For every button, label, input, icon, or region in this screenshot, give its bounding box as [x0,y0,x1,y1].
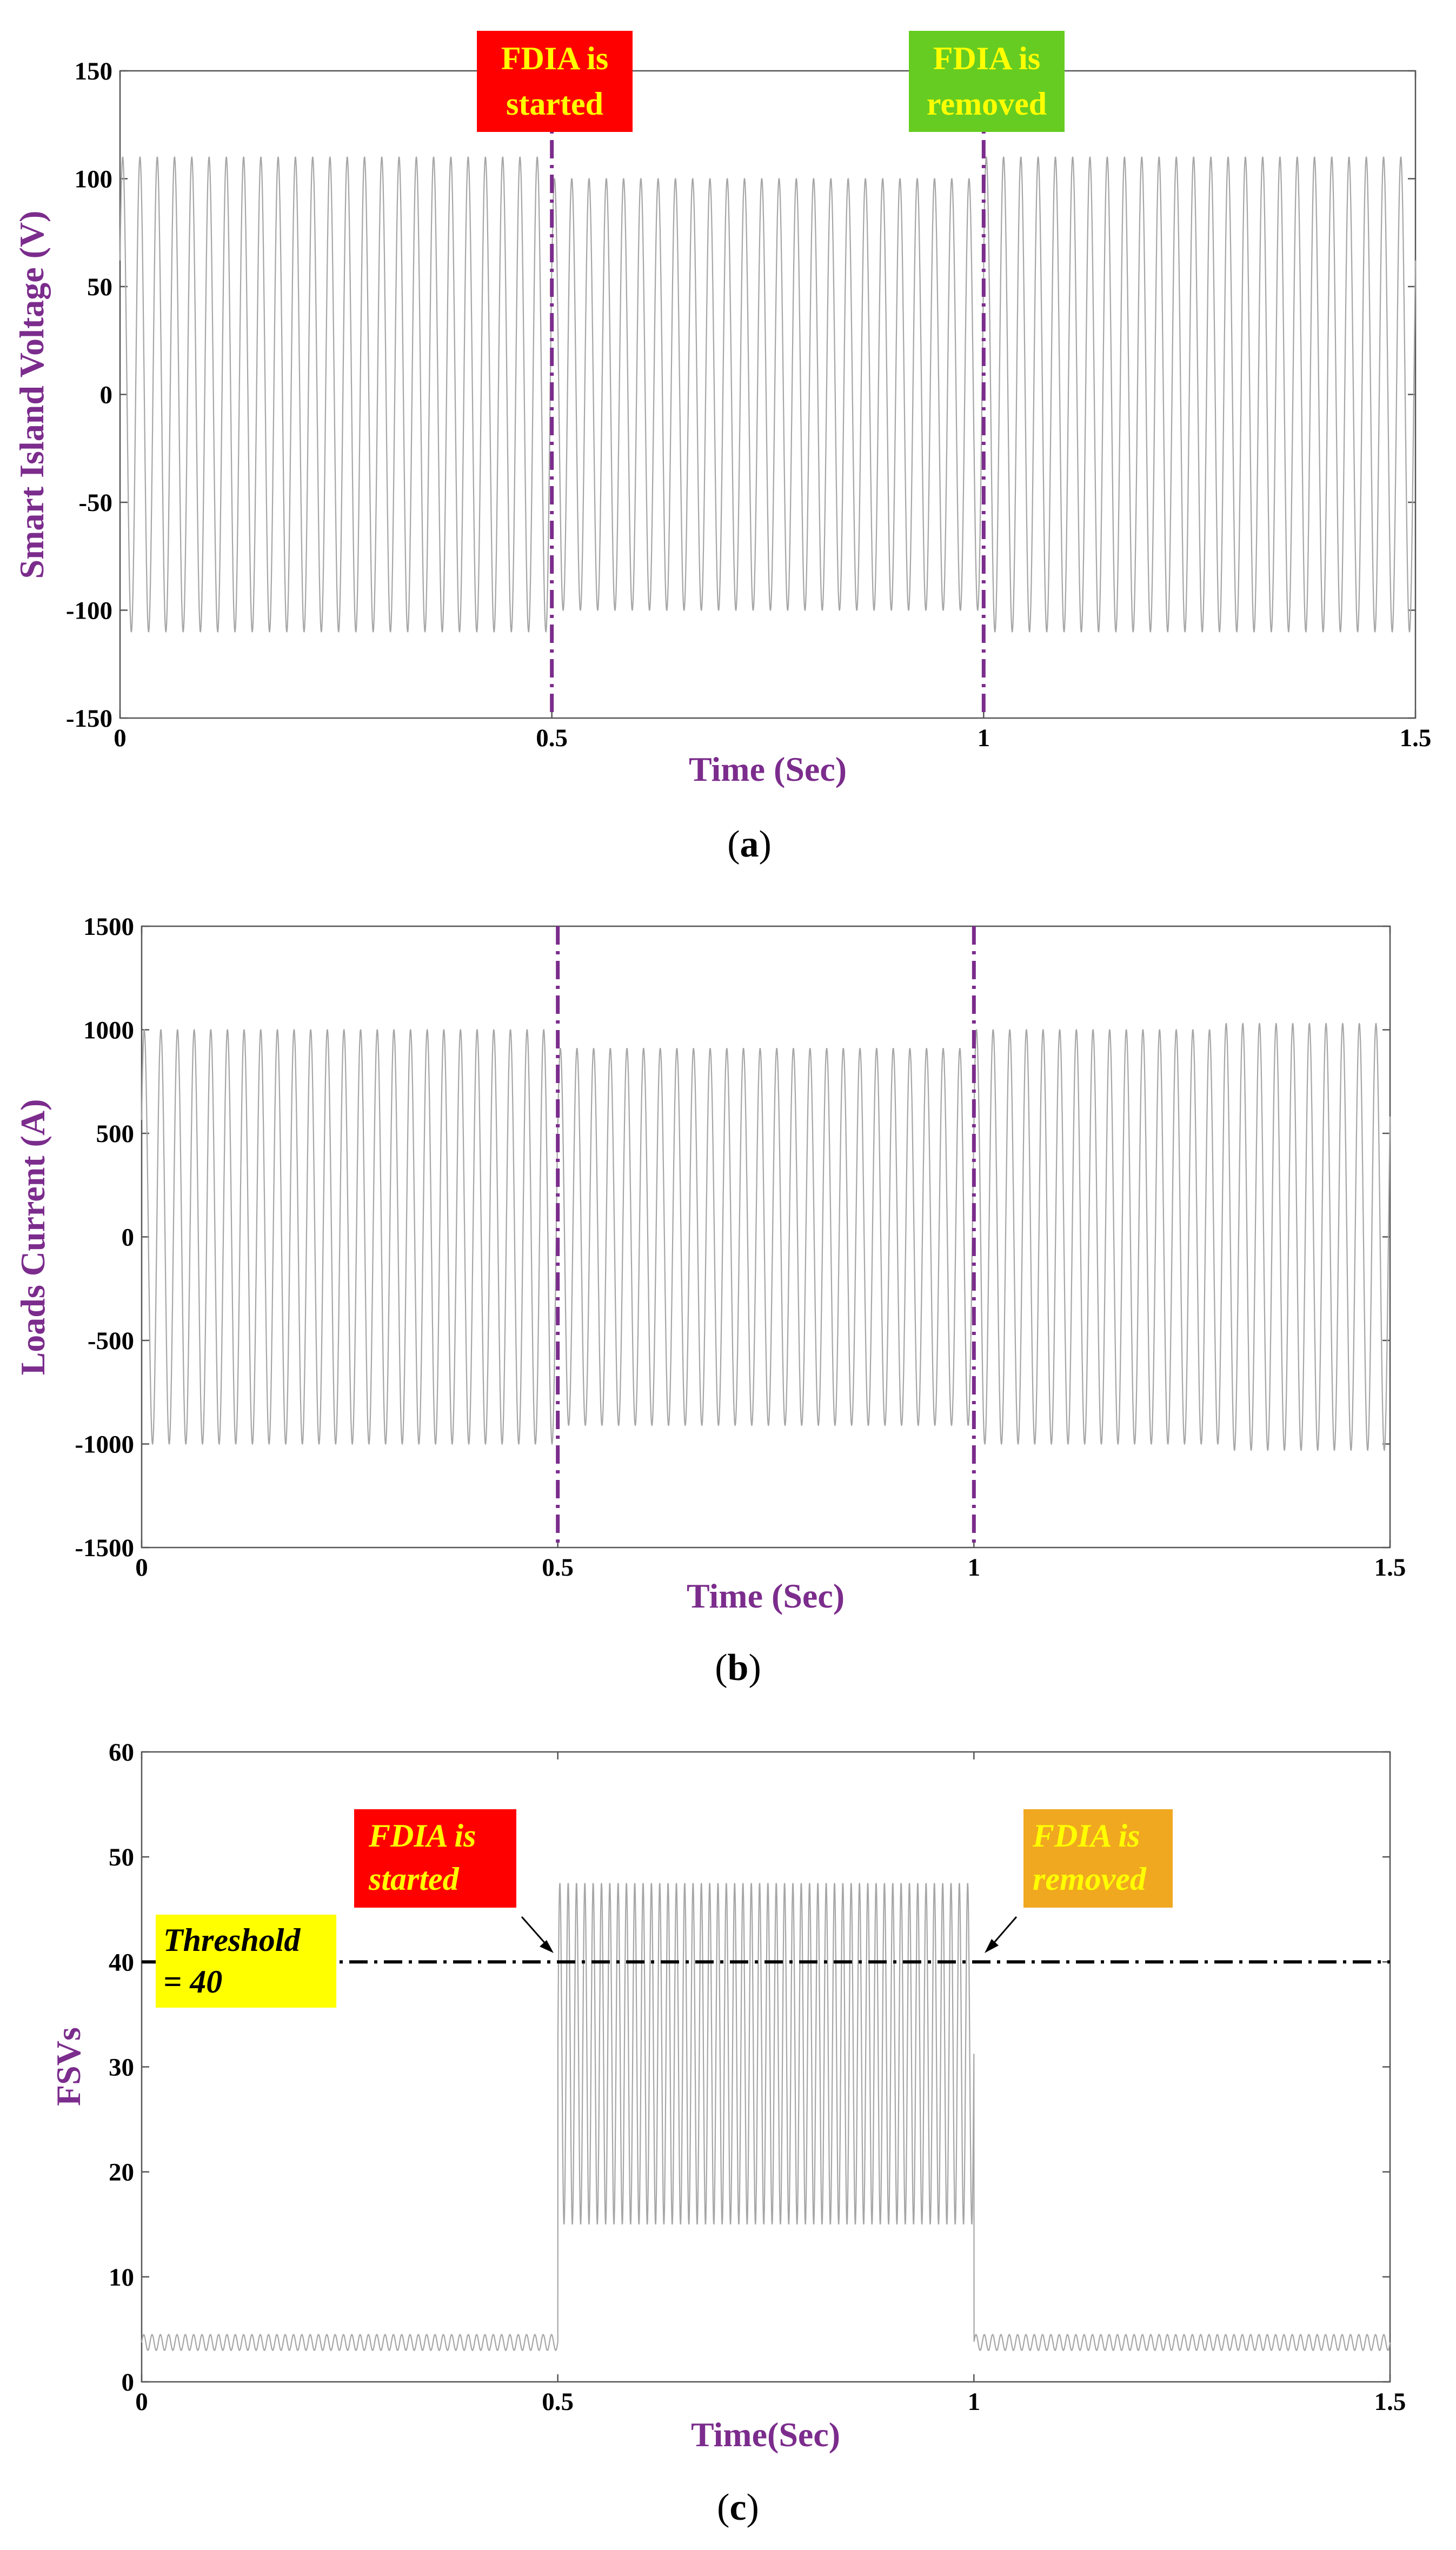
y-tick-label: 30 [109,2054,134,2082]
annotation-box-red [354,1809,516,1908]
y-tick-label: 0 [122,2368,135,2396]
y-tick-label: 150 [75,57,113,85]
y-tick-label: 1500 [83,913,134,941]
x-axis-label-a: Time (Sec) [689,750,847,788]
x-tick-label: 0 [114,724,127,752]
svg-text:(c): (c) [717,2487,759,2528]
x-tick-label: 0.5 [542,1553,574,1582]
x-tick-label: 1 [968,2388,981,2416]
x-tick-label: 1 [968,1553,981,1582]
y-tick-label: 0 [100,381,113,409]
y-axis-label-b: Loads Current (A) [14,1099,52,1376]
annotation-fdia-started-a: FDIA is started [477,31,633,132]
y-tick-label: 1000 [83,1017,134,1045]
panel-a: 0 0.5 1 1.5 150 100 50 0 -50 -100 -150 Smart Islan… [12,31,1431,865]
annotation-line: started [506,86,603,122]
annotation-fdia-removed-a: FDIA is removed [909,31,1065,132]
x-tick-label: 1.5 [1400,724,1432,752]
x-tick-label: 0.5 [542,2388,574,2416]
annotation-box-red [477,31,633,132]
svg-text:(a): (a) [727,824,772,865]
x-axis-label-c: Time(Sec) [691,2415,840,2454]
annotation-line: FDIA is [501,41,608,76]
y-tick-label: -1500 [75,1534,134,1562]
plot-frame-b [141,925,1391,1549]
caption-letter-b: b [728,1647,749,1689]
y-tick-label: 50 [87,273,112,301]
panel-b: 0 0.5 1 1.5 1500 1000 500 0 -500 -1000 -1500 Loads… [14,913,1406,1689]
current-series-line [141,1022,1391,1451]
ticks-b: 0 0.5 1 1.5 1500 1000 500 0 -500 -1000 -1500 [75,913,1406,1582]
y-tick-label: 50 [109,1843,134,1871]
caption-b: (b) [715,1647,761,1689]
annotation-line: removed [1033,1861,1147,1897]
annotation-box-green [909,31,1065,132]
y-tick-label: 20 [109,2159,134,2187]
y-tick-label: -50 [78,489,112,517]
y-tick-label: -500 [88,1327,134,1355]
caption-letter-c: c [729,2487,746,2528]
y-tick-label: 100 [75,165,113,194]
annotation-line: = 40 [163,1964,222,2000]
arrow-head [540,1940,554,1953]
ticks-c: 0 0.5 1 1.5 60 50 40 30 20 10 0 [109,1738,1406,2416]
y-tick-label: -100 [66,597,112,625]
y-tick-label: 10 [109,2263,134,2292]
panel-c: 0 0.5 1 1.5 60 50 40 30 20 10 0 FSVs Time(Sec) (c)… [49,1738,1406,2528]
y-tick-label: 0 [122,1224,135,1252]
x-tick-label: 1 [978,724,990,752]
event-lines-a [550,71,986,718]
annotation-box-yellow [156,1915,336,2008]
annotation-line: FDIA is [933,41,1040,76]
arrow-head [985,1939,999,1953]
y-tick-label: 60 [109,1738,134,1767]
x-tick-label: 1.5 [1374,1553,1406,1582]
caption-letter-a: a [740,824,759,865]
svg-text:(b): (b) [715,1647,761,1689]
annotation-line: removed [927,86,1047,122]
annotation-threshold: Threshold = 40 [156,1915,336,2008]
y-tick-label: -1000 [75,1431,134,1459]
plot-frame-a [119,70,1417,719]
x-tick-label: 0 [135,2388,148,2416]
x-tick-label: 0 [135,1553,148,1582]
annotation-box-orange [1023,1809,1173,1908]
annotation-line: FDIA is [368,1818,476,1854]
y-tick-label: 40 [109,1948,134,1976]
annotation-fdia-started-c: FDIA is started [354,1809,554,1953]
annotation-line: Threshold [163,1922,301,1958]
y-tick-label: 500 [96,1120,135,1148]
annotation-line: FDIA is [1032,1818,1140,1854]
voltage-series-line [119,156,1417,633]
annotation-line: started [368,1861,460,1897]
x-axis-label-b: Time (Sec) [687,1577,845,1615]
x-tick-label: 0.5 [536,724,568,752]
caption-a: (a) [727,824,772,865]
x-tick-label: 1.5 [1374,2388,1406,2416]
annotation-fdia-removed-c: FDIA is removed [985,1809,1173,1953]
y-tick-label: -150 [66,705,112,733]
fsv-series-line [141,1883,1391,2351]
y-axis-label-c: FSVs [49,2027,88,2106]
y-axis-label-a: Smart Island Voltage (V) [12,211,51,579]
caption-c: (c) [717,2487,759,2528]
